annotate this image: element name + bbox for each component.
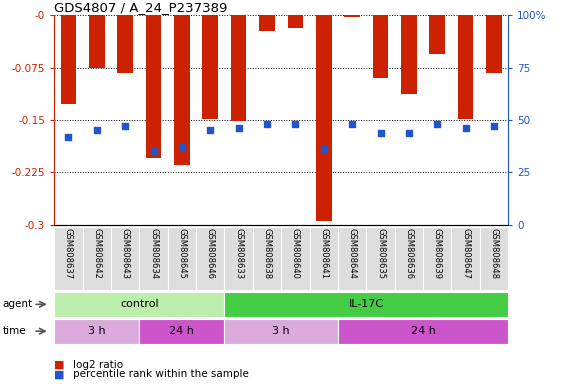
- Bar: [83, 227, 111, 290]
- Bar: [423, 227, 452, 290]
- Bar: [54, 319, 139, 344]
- Text: 24 h: 24 h: [170, 326, 194, 336]
- Bar: [174, 15, 190, 166]
- Text: GSM808634: GSM808634: [149, 228, 158, 280]
- Point: [64, 134, 73, 140]
- Text: 3 h: 3 h: [272, 326, 290, 336]
- Bar: [111, 227, 139, 290]
- Text: IL-17C: IL-17C: [349, 299, 384, 310]
- Bar: [480, 227, 508, 290]
- Bar: [395, 227, 423, 290]
- Bar: [168, 227, 196, 290]
- Point: [291, 121, 300, 127]
- Bar: [231, 15, 247, 121]
- Bar: [224, 319, 338, 344]
- Bar: [259, 15, 275, 31]
- Text: time: time: [3, 326, 26, 336]
- Text: GSM808641: GSM808641: [319, 228, 328, 279]
- Text: GSM808646: GSM808646: [206, 228, 215, 280]
- Point: [348, 121, 357, 127]
- Bar: [401, 15, 417, 94]
- Point: [404, 129, 413, 136]
- Point: [263, 121, 272, 127]
- Bar: [316, 15, 332, 221]
- Bar: [288, 15, 303, 28]
- Text: GSM808648: GSM808648: [489, 228, 498, 280]
- Point: [461, 125, 470, 131]
- Text: ■: ■: [54, 369, 65, 379]
- Point: [234, 125, 243, 131]
- Bar: [253, 227, 281, 290]
- Point: [149, 148, 158, 154]
- Bar: [373, 15, 388, 78]
- Text: GSM808640: GSM808640: [291, 228, 300, 279]
- Point: [489, 123, 498, 129]
- Bar: [309, 227, 338, 290]
- Bar: [224, 227, 253, 290]
- Text: percentile rank within the sample: percentile rank within the sample: [73, 369, 248, 379]
- Bar: [61, 15, 77, 104]
- Text: GDS4807 / A_24_P237389: GDS4807 / A_24_P237389: [54, 1, 228, 14]
- Bar: [452, 227, 480, 290]
- Text: ■: ■: [54, 360, 65, 370]
- Text: 3 h: 3 h: [88, 326, 106, 336]
- Bar: [139, 227, 168, 290]
- Bar: [118, 15, 133, 73]
- Bar: [224, 292, 508, 317]
- Bar: [429, 15, 445, 54]
- Bar: [54, 292, 224, 317]
- Text: control: control: [120, 299, 159, 310]
- Bar: [281, 227, 309, 290]
- Bar: [196, 227, 224, 290]
- Point: [433, 121, 442, 127]
- Text: GSM808639: GSM808639: [433, 228, 442, 280]
- Text: GSM808644: GSM808644: [348, 228, 357, 279]
- Text: GSM808637: GSM808637: [64, 228, 73, 280]
- Text: agent: agent: [3, 299, 33, 310]
- Bar: [344, 15, 360, 17]
- Text: log2 ratio: log2 ratio: [73, 360, 123, 370]
- Text: 24 h: 24 h: [411, 326, 436, 336]
- Point: [178, 144, 187, 150]
- Bar: [367, 227, 395, 290]
- Point: [120, 123, 130, 129]
- Bar: [54, 227, 83, 290]
- Bar: [458, 15, 473, 119]
- Point: [206, 127, 215, 134]
- Bar: [139, 319, 224, 344]
- Point: [319, 146, 328, 152]
- Text: GSM808638: GSM808638: [263, 228, 272, 280]
- Bar: [338, 227, 367, 290]
- Text: GSM808635: GSM808635: [376, 228, 385, 280]
- Text: GSM808636: GSM808636: [404, 228, 413, 280]
- Text: GSM808645: GSM808645: [178, 228, 186, 279]
- Text: GSM808647: GSM808647: [461, 228, 470, 280]
- Bar: [486, 15, 502, 73]
- Text: GSM808643: GSM808643: [120, 228, 130, 280]
- Bar: [89, 15, 104, 68]
- Text: GSM808633: GSM808633: [234, 228, 243, 280]
- Point: [93, 127, 102, 134]
- Bar: [338, 319, 508, 344]
- Text: GSM808642: GSM808642: [93, 228, 101, 279]
- Bar: [146, 15, 162, 158]
- Bar: [203, 15, 218, 119]
- Point: [376, 129, 385, 136]
